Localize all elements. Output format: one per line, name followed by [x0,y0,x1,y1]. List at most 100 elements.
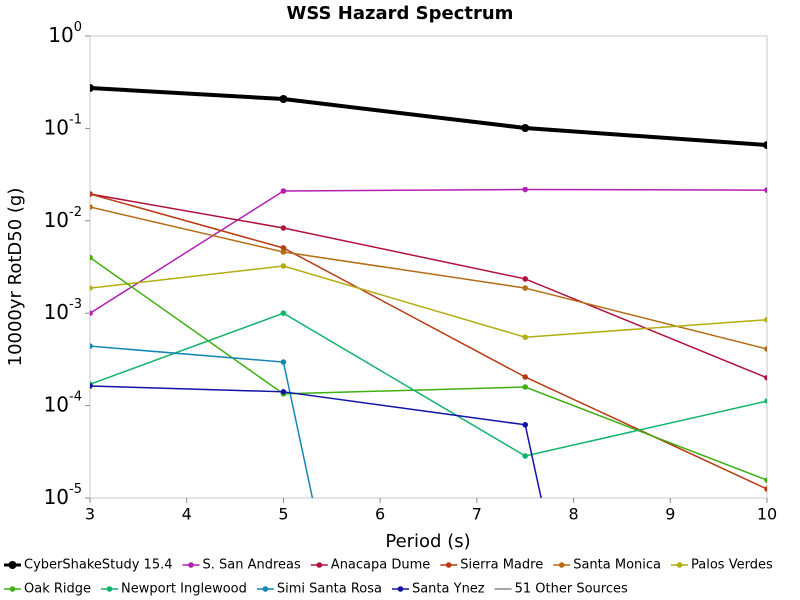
data-point [280,310,287,317]
y-tick-base: 10 [44,115,69,139]
legend-item: Newport Inglewood [101,582,247,597]
data-point [522,421,529,428]
data-point [521,124,530,133]
series-line [90,85,767,148]
data-point [280,188,287,194]
data-point [90,83,94,92]
data-point [280,359,287,365]
data-point [522,285,529,291]
x-tick-label: 10 [757,505,777,524]
data-point [90,191,93,197]
legend-marker [316,562,323,568]
data-point [279,95,288,104]
data-point [280,249,287,255]
series-line [90,385,542,498]
legend-marker [445,562,452,568]
y-tick-base: 10 [44,207,69,231]
data-point [90,285,93,291]
legend-marker [558,562,565,568]
data-point [280,225,287,231]
series-line [90,265,767,338]
data-point [90,204,93,210]
legend-label: CyberShakeStudy 15.4 [24,558,173,573]
data-point [522,334,529,340]
legend-label: Anacapa Dume [331,558,430,573]
legend-marker [9,586,16,592]
legend-marker [106,586,113,592]
y-tick-label: 10-3 [44,297,82,324]
legend-label: Santa Ynez [412,582,485,597]
series-line [90,206,767,350]
data-point [522,384,529,390]
legend-item: Santa Monica [553,558,661,573]
plot-area [90,83,767,498]
x-tick-label: 4 [182,505,192,524]
y-tick-label: 100 [48,20,82,47]
legend-item: Anacapa Dume [310,558,430,573]
legend-item: Sierra Madre [440,558,543,573]
data-point [764,398,767,404]
legend: CyberShakeStudy 15.4 S. San Andreas Anacap… [4,558,773,597]
data-point [764,477,767,483]
legend-item: 51 Other Sources [494,582,628,597]
y-tick-base: 10 [44,392,69,416]
data-point [522,186,529,193]
data-point [763,141,767,150]
x-tick-label: 8 [568,505,578,524]
data-point [90,383,93,389]
y-tick-exponent: -4 [69,389,82,404]
legend-label: Oak Ridge [24,582,91,597]
data-point [280,389,287,395]
chart-title: WSS Hazard Spectrum [287,3,514,24]
y-tick-label: 10-1 [44,112,82,139]
legend-label: S. San Andreas [203,558,302,573]
legend-label: Santa Monica [573,558,661,573]
y-tick-exponent: -3 [69,297,82,312]
data-point [90,310,93,316]
x-tick-label: 6 [375,505,385,524]
legend-label: Newport Inglewood [121,582,247,597]
data-point [764,346,767,352]
series-line [90,188,767,314]
series-line [90,256,767,481]
legend-label: Sierra Madre [460,558,543,573]
legend-marker [188,562,194,568]
x-axis-label: Period (s) [385,531,470,552]
y-tick-exponent: -1 [69,112,82,127]
data-point [90,343,93,349]
y-tick-label: 10-2 [44,204,82,231]
data-point [90,254,93,261]
y-tick-base: 10 [44,485,69,509]
legend-item: Oak Ridge [4,582,91,597]
y-tick-label: 10-5 [44,482,82,509]
y-tick-base: 10 [44,300,69,324]
legend-label: Palos Verdes [691,558,773,573]
data-point [764,374,767,381]
y-tick-base: 10 [48,23,73,47]
legend-item: Simi Santa Rosa [256,582,382,597]
legend-marker [8,561,17,569]
data-point [764,316,767,323]
legend-item: Santa Ynez [391,582,485,597]
legend-item: Palos Verdes [671,558,773,573]
x-tick-label: 3 [85,505,95,524]
plot-frame [89,35,768,499]
data-point [522,453,529,459]
data-point [280,245,287,251]
legend-item: CyberShakeStudy 15.4 [4,558,173,573]
legend-label: 51 Other Sources [515,582,628,597]
legend-item: S. San Andreas [182,558,302,573]
y-tick-exponent: 0 [74,20,82,35]
y-axis-label: 10000yr RotD50 (g) [5,188,26,367]
series-line [90,312,767,457]
y-tick-label: 10-4 [44,389,82,416]
x-tick-label: 7 [472,505,482,524]
data-point [280,263,287,269]
x-tick-label: 5 [278,505,288,524]
y-tick-exponent: -5 [69,482,82,497]
data-point [522,276,529,282]
data-point [764,486,767,492]
legend-label: Simi Santa Rosa [277,582,382,597]
legend-marker [676,562,683,568]
